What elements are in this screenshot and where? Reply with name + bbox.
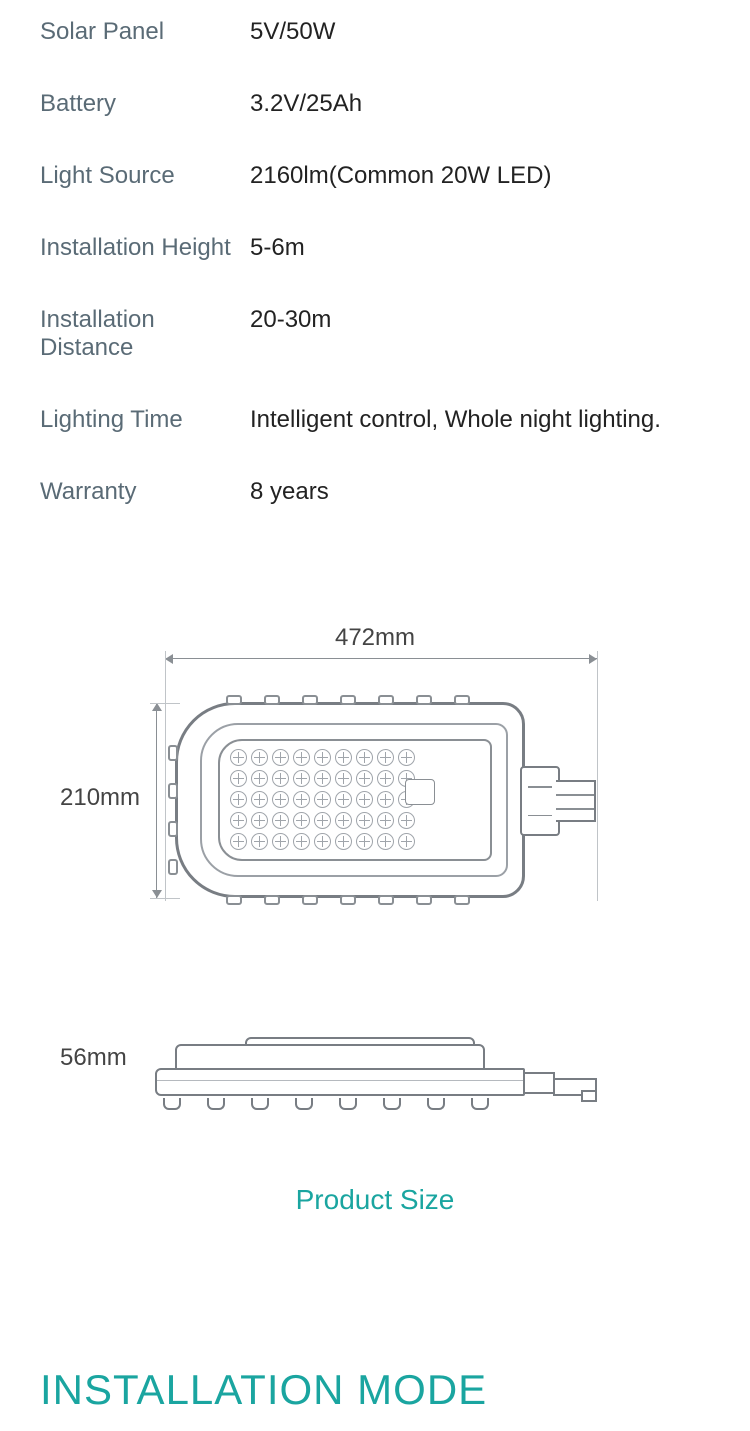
spec-row: Installation Height 5-6m — [40, 234, 710, 262]
spec-value: 8 years — [250, 478, 329, 506]
spec-value: 5V/50W — [250, 18, 335, 46]
mount-arm-top — [520, 758, 598, 844]
product-size-diagram: 472mm 210mm 56mm — [0, 566, 750, 1086]
spec-value: 3.2V/25Ah — [250, 90, 362, 118]
spec-value: 5-6m — [250, 234, 305, 262]
spec-row: Light Source 2160lm(Common 20W LED) — [40, 162, 710, 190]
side-upper-body — [175, 1044, 485, 1070]
fixture-led-panel — [218, 739, 492, 861]
spec-row: Warranty 8 years — [40, 478, 710, 506]
dim-tick — [150, 898, 180, 899]
spec-label: Installation Distance — [40, 306, 250, 362]
dimension-depth: 56mm — [60, 1044, 127, 1072]
diagram-caption: Product Size — [0, 1184, 750, 1216]
fixture-top-view — [175, 702, 525, 898]
dim-line-horizontal — [165, 658, 597, 659]
sensor-window — [405, 779, 435, 805]
fixture-side-view — [155, 1026, 600, 1096]
led-grid — [230, 749, 416, 851]
dim-tick — [165, 651, 166, 901]
spec-label: Light Source — [40, 162, 250, 190]
spec-value: 2160lm(Common 20W LED) — [250, 162, 551, 190]
spec-value: Intelligent control, Whole night lightin… — [250, 406, 661, 434]
spec-row: Battery 3.2V/25Ah — [40, 90, 710, 118]
dimension-height: 210mm — [60, 784, 140, 812]
spec-label: Solar Panel — [40, 18, 250, 46]
spec-label: Warranty — [40, 478, 250, 506]
spec-value: 20-30m — [250, 306, 331, 334]
mount-arm-side — [523, 1068, 599, 1102]
spec-label: Lighting Time — [40, 406, 250, 434]
section-heading-installation: INSTALLATION MODE — [40, 1366, 750, 1414]
dimension-width: 472mm — [0, 624, 750, 652]
dim-tick — [150, 703, 180, 704]
spec-row: Installation Distance 20-30m — [40, 306, 710, 362]
side-fins — [163, 1082, 489, 1094]
dim-line-vertical — [156, 703, 157, 898]
spec-label: Installation Height — [40, 234, 250, 262]
spec-label: Battery — [40, 90, 250, 118]
spec-row: Solar Panel 5V/50W — [40, 18, 710, 46]
spec-table: Solar Panel 5V/50W Battery 3.2V/25Ah Lig… — [0, 0, 750, 506]
spec-row: Lighting Time Intelligent control, Whole… — [40, 406, 710, 434]
